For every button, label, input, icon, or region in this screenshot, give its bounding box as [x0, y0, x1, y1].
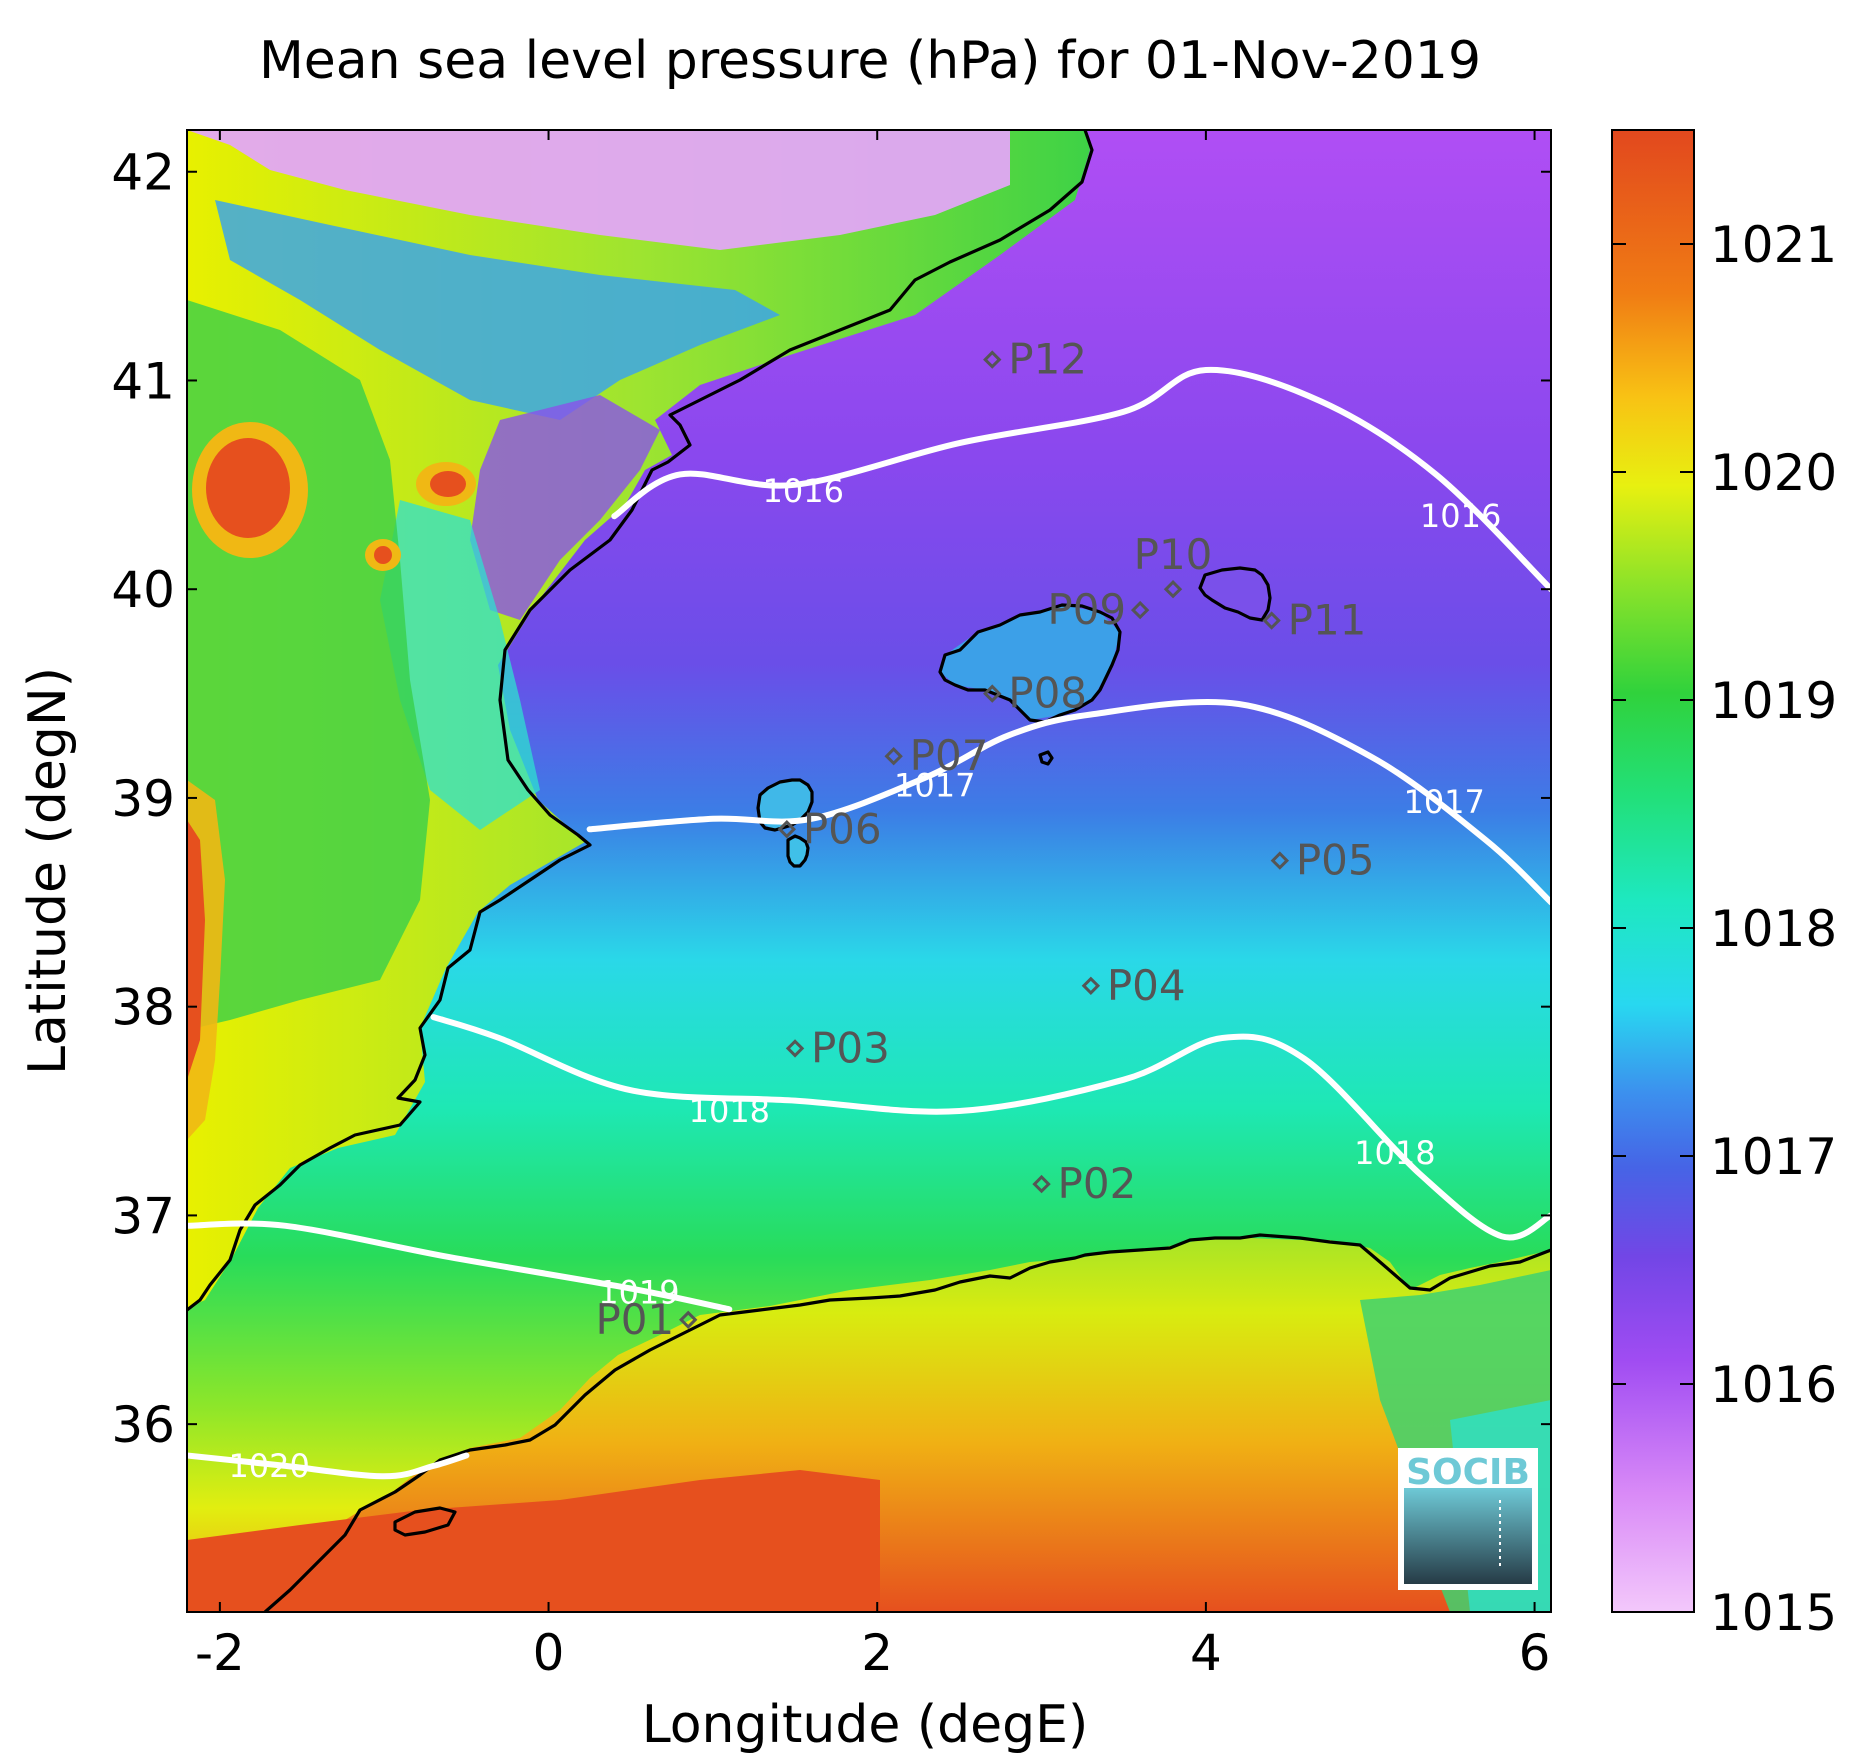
y-tick-label: 42: [111, 144, 175, 202]
alboran-coastline: [393, 1506, 457, 1537]
station-label: P09: [1047, 585, 1126, 634]
x-tick-label: 0: [533, 1624, 565, 1682]
x-axis: -2 0 2 4 6: [195, 130, 1551, 1682]
station-label: P05: [1296, 836, 1375, 885]
colorbar-tick-label: 1016: [1710, 1356, 1837, 1414]
menorca-coastline: [1198, 566, 1272, 622]
station-label: P04: [1107, 961, 1186, 1010]
station-label: P08: [1008, 669, 1087, 718]
local-high-1-core: [430, 471, 466, 497]
x-tick-label: 4: [1190, 1624, 1222, 1682]
y-tick-label: 36: [111, 1396, 175, 1454]
chart-title: Mean sea level pressure (hPa) for 01-Nov…: [259, 31, 1481, 91]
coastlines: [187, 130, 1551, 1612]
y-axis: 36 37 38 39 40 41 42: [111, 144, 1551, 1454]
map-frame: [186, 129, 1552, 1613]
colorbar: 1015 1016 1017 1018 1019 1020 1021: [1611, 129, 1837, 1642]
iberia-west-red-edge: [187, 820, 205, 1080]
africa-red-band: [187, 1470, 880, 1612]
colorbar-tick-label: 1017: [1710, 1128, 1837, 1186]
station-marker[interactable]: [983, 350, 1002, 369]
isobar-contours: 1016 1016 1017 1017 1018 1018 1019 1020: [187, 366, 1551, 1485]
isobar-label: 1020: [228, 1447, 309, 1485]
colorbar-tick-label: 1019: [1710, 672, 1837, 730]
isobar-1017: [586, 698, 1551, 906]
isobar-1018: [430, 1014, 1551, 1241]
y-tick-label: 38: [111, 979, 175, 1037]
ibiza-coastline: [756, 778, 814, 832]
logo-text: SOCIB: [1406, 1452, 1530, 1493]
colorbar-tick-label: 1021: [1710, 216, 1837, 274]
y-tick-label: 37: [111, 1187, 175, 1245]
menorca: [1200, 568, 1270, 620]
isobar-label: 1018: [689, 1092, 770, 1130]
isobar-1016: [611, 366, 1551, 593]
station-marker[interactable]: [884, 747, 903, 766]
station-label: P03: [811, 1023, 890, 1072]
colorbar-tick-label: 1020: [1710, 444, 1837, 502]
y-tick-label: 39: [111, 770, 175, 828]
isobar-1019: [187, 1220, 733, 1313]
station-marker[interactable]: [777, 820, 797, 839]
y-axis-label: Latitude (degN): [18, 667, 78, 1075]
station-marker[interactable]: [1262, 611, 1281, 630]
x-tick-label: 6: [1519, 1624, 1551, 1682]
station-marker[interactable]: [1032, 1174, 1051, 1194]
ebro-valley: [215, 200, 780, 420]
isobar-label: 1016: [763, 472, 844, 510]
africa-coastline: [263, 1233, 1551, 1612]
station-label: P06: [803, 804, 882, 853]
station-label: P11: [1288, 596, 1367, 645]
socib-logo[interactable]: SOCIB: [1398, 1448, 1538, 1590]
colorbar-tick-label: 1015: [1710, 1584, 1837, 1642]
station-label: P02: [1058, 1159, 1137, 1208]
isobar-label: 1019: [598, 1274, 679, 1312]
station-label: P07: [910, 731, 989, 780]
isobar-1020: [187, 1452, 470, 1480]
x-axis-label: Longitude (degE): [642, 1695, 1089, 1755]
cabrera-coastline: [1038, 750, 1054, 766]
ibiza: [760, 780, 812, 830]
station-marker[interactable]: [1081, 976, 1101, 995]
isobar-label: 1018: [1354, 1134, 1435, 1172]
formentera-coastline: [786, 834, 810, 868]
mallorca-coastline: [938, 603, 1122, 724]
y-tick-label: 41: [111, 352, 175, 410]
high-pressure-core: [206, 438, 290, 538]
iberia-land: [187, 130, 1090, 1308]
formentera: [788, 838, 808, 866]
x-tick-label: 2: [861, 1624, 893, 1682]
colorbar-tick-label: 1018: [1710, 900, 1837, 958]
station-label: P01: [595, 1295, 674, 1344]
local-high-2-core: [374, 546, 392, 564]
y-tick-label: 40: [111, 561, 175, 619]
iberia-coastline: [187, 130, 1094, 1312]
station-marker[interactable]: [1270, 851, 1290, 870]
station-marker[interactable]: [785, 1039, 805, 1058]
station-marker[interactable]: [1130, 600, 1150, 620]
station-label: P10: [1134, 530, 1213, 579]
station-marker[interactable]: [1163, 580, 1183, 599]
colorbar-ramp: [1611, 129, 1695, 1613]
isobar-label: 1016: [1420, 497, 1501, 535]
station-label: P12: [1008, 335, 1087, 384]
pyrenees-highlands: [187, 130, 1010, 250]
station-marker[interactable]: [983, 684, 1002, 703]
isobar-label: 1017: [894, 766, 975, 804]
logo-gradient: [1404, 1488, 1532, 1584]
x-tick-label: -2: [195, 1624, 245, 1682]
mallorca: [940, 605, 1120, 720]
station-marker[interactable]: [679, 1310, 698, 1329]
iberia-purple-interior: [470, 395, 660, 620]
isobar-label: 1017: [1403, 783, 1484, 821]
